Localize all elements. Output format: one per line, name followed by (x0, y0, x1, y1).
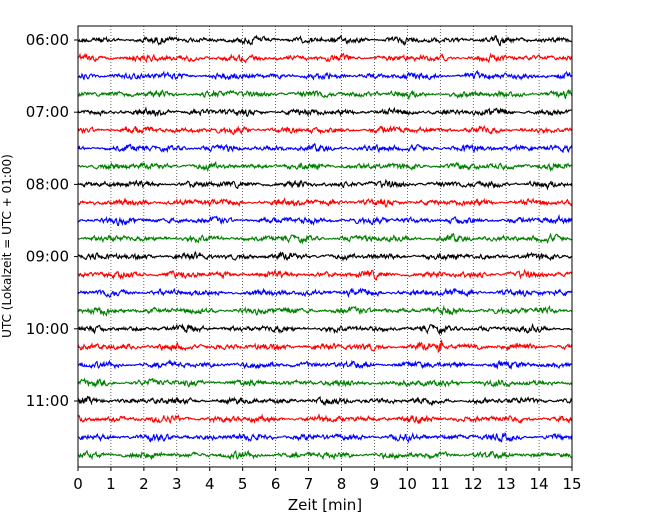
trace-0615 (77, 52, 573, 64)
y-tick-label: 06:00 (26, 31, 69, 49)
x-tick-label: 8 (337, 475, 347, 493)
x-tick-label: 4 (205, 475, 215, 493)
x-tick-label: 13 (497, 475, 516, 493)
trace-0815 (77, 197, 573, 208)
y-axis: 06:00 07:00 08:00 09:00 10:00 11:00 (26, 31, 78, 410)
x-tick-label: 1 (106, 475, 116, 493)
trace-0845 (77, 232, 573, 245)
trace-0945 (77, 304, 573, 317)
trace-0715 (77, 124, 573, 136)
y-tick-label: 09:00 (26, 248, 69, 266)
trace-0645 (77, 88, 573, 101)
trace-0600 (77, 34, 573, 47)
trace-1115 (77, 413, 573, 425)
trace-0745 (77, 160, 573, 172)
trace-1030 (77, 359, 573, 370)
trace-0730 (77, 143, 573, 154)
x-tick-label: 15 (562, 475, 581, 493)
x-axis: 0 1 2 3 4 5 6 7 8 9 10 11 12 13 14 15 (73, 467, 582, 493)
trace-1100 (77, 395, 573, 407)
y-axis-label: UTC (Lokalzeit = UTC + 01:00) (0, 154, 14, 338)
trace-1015 (77, 339, 573, 353)
trace-0630 (77, 69, 573, 81)
y-tick-label: 10:00 (26, 320, 69, 338)
plot-frame (77, 25, 573, 468)
x-tick-label: 0 (73, 475, 83, 493)
x-tick-label: 14 (530, 475, 549, 493)
x-tick-label: 11 (431, 475, 450, 493)
x-tick-label: 5 (238, 475, 248, 493)
x-tick-label: 7 (304, 475, 314, 493)
trace-1000 (77, 322, 573, 336)
x-tick-label: 3 (172, 475, 182, 493)
x-axis-label: Zeit [min] (288, 496, 362, 514)
seismic-traces (77, 34, 573, 461)
trace-1130 (77, 432, 573, 444)
x-tick-label: 12 (464, 475, 483, 493)
trace-0915 (77, 268, 572, 281)
trace-0900 (77, 250, 573, 262)
trace-1045 (77, 377, 573, 389)
trace-1145 (77, 449, 573, 461)
trace-0700 (77, 106, 573, 118)
y-tick-label: 07:00 (26, 103, 69, 121)
y-tick-label: 08:00 (26, 175, 69, 193)
x-tick-label: 2 (139, 475, 149, 493)
trace-0930 (77, 287, 573, 299)
x-tick-label: 9 (370, 475, 380, 493)
x-tick-label: 6 (271, 475, 281, 493)
x-tick-label: 10 (398, 475, 417, 493)
trace-0800 (77, 178, 573, 191)
trace-0830 (77, 213, 573, 227)
y-tick-label: 11:00 (26, 392, 69, 410)
